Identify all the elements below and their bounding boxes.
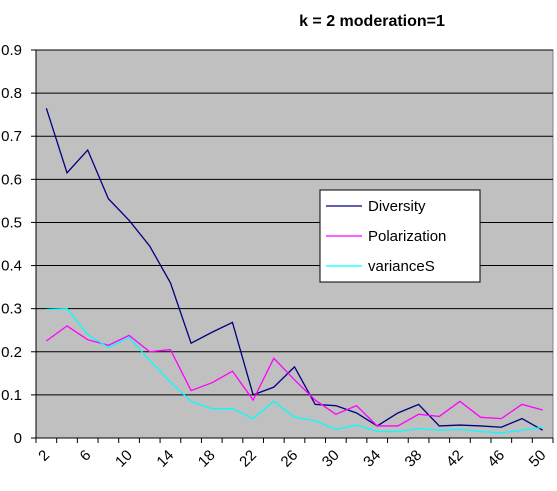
x-tick-label: 10 bbox=[112, 447, 136, 471]
y-tick-label: 0 bbox=[14, 430, 22, 447]
y-tick-label: 0.5 bbox=[1, 214, 22, 231]
x-tick-label: 38 bbox=[402, 447, 426, 471]
y-tick-label: 0.1 bbox=[1, 387, 22, 404]
y-tick-label: 0.4 bbox=[1, 258, 22, 275]
legend-label: varianceS bbox=[368, 258, 435, 275]
y-tick-label: 0.2 bbox=[1, 344, 22, 361]
x-tick-label: 26 bbox=[278, 447, 302, 471]
chart-title: k = 2 moderation=1 bbox=[299, 13, 445, 30]
x-tick-label: 18 bbox=[195, 447, 219, 471]
series-line bbox=[46, 308, 543, 434]
legend-label: Polarization bbox=[368, 228, 446, 245]
x-tick-label: 22 bbox=[236, 447, 260, 471]
x-tick-label: 34 bbox=[360, 447, 384, 471]
y-tick-label: 0.9 bbox=[1, 42, 22, 59]
legend-label: Diversity bbox=[368, 198, 426, 215]
y-tick-label: 0.6 bbox=[1, 171, 22, 188]
x-tick-label: 30 bbox=[319, 447, 343, 471]
y-tick-label: 0.8 bbox=[1, 85, 22, 102]
x-tick-label: 50 bbox=[526, 447, 550, 471]
x-tick-label: 2 bbox=[35, 447, 53, 465]
x-tick-label: 46 bbox=[484, 447, 508, 471]
series-line bbox=[45, 108, 543, 431]
x-tick-label: 42 bbox=[443, 447, 467, 471]
series-line bbox=[45, 325, 543, 427]
y-tick-label: 0.7 bbox=[1, 128, 22, 145]
x-tick-label: 6 bbox=[77, 447, 95, 465]
y-tick-label: 0.3 bbox=[1, 301, 22, 318]
x-tick-label: 14 bbox=[153, 447, 177, 471]
